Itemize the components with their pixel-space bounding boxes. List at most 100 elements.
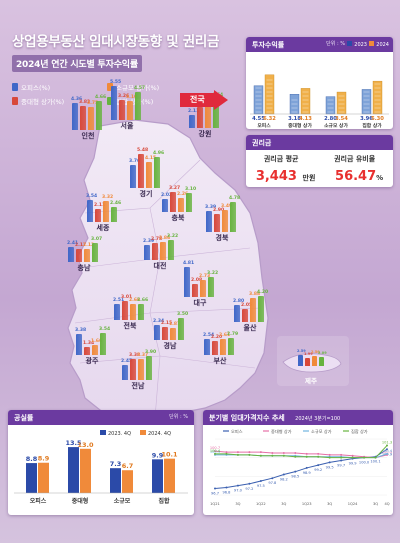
- rent-x-tick: 3Q: [327, 502, 332, 506]
- region-value-label: 3.54: [99, 327, 111, 333]
- region-bar: [76, 248, 82, 262]
- region-bar: [206, 210, 212, 232]
- vacancy-bar: [152, 459, 163, 493]
- region-name: 서울: [120, 122, 134, 130]
- invest-legend-2024: 2024: [369, 41, 389, 48]
- region-bar: [162, 199, 168, 212]
- rent-legend-item: 오피스: [223, 428, 243, 435]
- region-bar: [154, 157, 160, 188]
- region-value-label: 3.07: [91, 236, 103, 242]
- region-value-label: 3.39: [205, 204, 217, 210]
- invest-value-label: 4.13: [299, 116, 312, 122]
- region-bar: [87, 200, 93, 222]
- vacancy-bar: [110, 468, 121, 493]
- rent-point: [386, 444, 388, 447]
- region-bar: [95, 208, 101, 222]
- jeju-bar: [319, 357, 324, 366]
- jeju-bar: [298, 355, 303, 366]
- region-value-label: 2.54: [203, 333, 215, 339]
- rent-point: [225, 451, 228, 454]
- region-value-label: 2.45: [121, 358, 133, 364]
- region-bar: [111, 85, 117, 120]
- rent-point: [317, 464, 320, 467]
- rent-point: [340, 456, 343, 459]
- rent-value-label: 100.4: [210, 449, 221, 453]
- region-value-label: 3.50: [177, 312, 189, 318]
- legend-collective: 집합 상가(%): [107, 96, 153, 106]
- rent-point: [248, 453, 251, 456]
- rent-point: [328, 453, 331, 456]
- region-value-label: 3.22: [207, 271, 219, 277]
- region-value-label: 3.49: [221, 204, 233, 210]
- rent-x-tick: 1Q23: [302, 502, 312, 506]
- region-value-label: 4.57: [134, 85, 146, 91]
- invest-legend-2023-label: 2023: [354, 42, 367, 48]
- rent-point: [236, 484, 239, 487]
- rent-legend-label: 소규모 상가: [311, 428, 332, 435]
- rent-x-tick: 1Q24: [348, 502, 358, 506]
- region-name: 인천: [81, 132, 95, 140]
- premium-rate-unit: %: [376, 174, 384, 182]
- vacancy-category: 오피스: [30, 497, 47, 505]
- vacancy-title: 공실률: [14, 414, 34, 422]
- region-bar: [130, 303, 136, 320]
- rent-point: [305, 452, 308, 455]
- region-value-label: 2.39: [143, 239, 155, 245]
- region-bar: [135, 91, 141, 120]
- rent-point: [214, 452, 216, 455]
- region-value-label: 2.66: [137, 297, 149, 303]
- region-value-label: 2.90: [213, 208, 225, 214]
- region-value-label: 1.66: [91, 338, 103, 344]
- vacancy-header: 공실률 단위 : %: [8, 410, 194, 425]
- region-bar: [144, 245, 150, 260]
- vacancy-bar: [164, 458, 175, 493]
- region-bar: [205, 104, 211, 128]
- region-value-label: 4.96: [153, 151, 165, 157]
- rent-point: [351, 454, 354, 457]
- region-bar: [96, 101, 102, 130]
- region-value-label: 2.79: [227, 331, 239, 337]
- region-value-label: 3.10: [126, 94, 138, 100]
- rent-value-label: 100.4: [382, 449, 393, 453]
- region-value-label: 2.17: [75, 242, 87, 248]
- invest-title: 투자수익률: [252, 41, 285, 49]
- rent-legend-label: 오피스: [231, 428, 243, 435]
- region-bar: [222, 210, 228, 232]
- region-bar: [84, 248, 90, 262]
- region-bar: [119, 99, 125, 120]
- region-bar: [122, 301, 128, 320]
- rent-point: [305, 466, 308, 469]
- jeju-bar: [305, 357, 310, 366]
- legend-swatch: [107, 97, 113, 105]
- invest-bar: [361, 89, 372, 115]
- vacancy-legend-b: 2024. 4Q: [148, 431, 171, 437]
- rent-point: [259, 451, 262, 454]
- jeju-value-label: 2.09: [318, 351, 327, 356]
- premium-avg-label: 권리금 평균: [263, 155, 299, 163]
- rent-point: [386, 448, 388, 451]
- vacancy-value-label: 10.1: [161, 451, 178, 459]
- legend-office: 오피스(%): [12, 82, 50, 92]
- rent-point: [294, 455, 297, 458]
- vacancy-value-label: 13.0: [77, 441, 94, 449]
- region-value-label: 3.27: [169, 185, 181, 191]
- rent-point: [363, 456, 366, 459]
- region-bar: [88, 106, 94, 130]
- vacancy-value-label: 9.9: [152, 451, 164, 459]
- region-value-label: 3.38: [129, 353, 141, 359]
- rent-legend-item: 집합 상가: [343, 428, 368, 435]
- invest-category: 중대형 상가: [288, 122, 312, 129]
- region-bar: [146, 355, 152, 380]
- rent-point: [317, 455, 320, 458]
- vacancy-bar: [122, 470, 133, 493]
- premium-rate: 56.47%: [335, 165, 383, 184]
- region-bar: [197, 107, 203, 128]
- region-value-label: 2.15: [161, 320, 173, 326]
- region-bar: [184, 267, 190, 297]
- rent-point: [328, 456, 331, 459]
- rent-series-line: [214, 450, 388, 459]
- rent-point: [351, 456, 354, 459]
- rent-point: [294, 452, 297, 454]
- region-bar: [103, 201, 109, 222]
- region-bar: [138, 303, 144, 320]
